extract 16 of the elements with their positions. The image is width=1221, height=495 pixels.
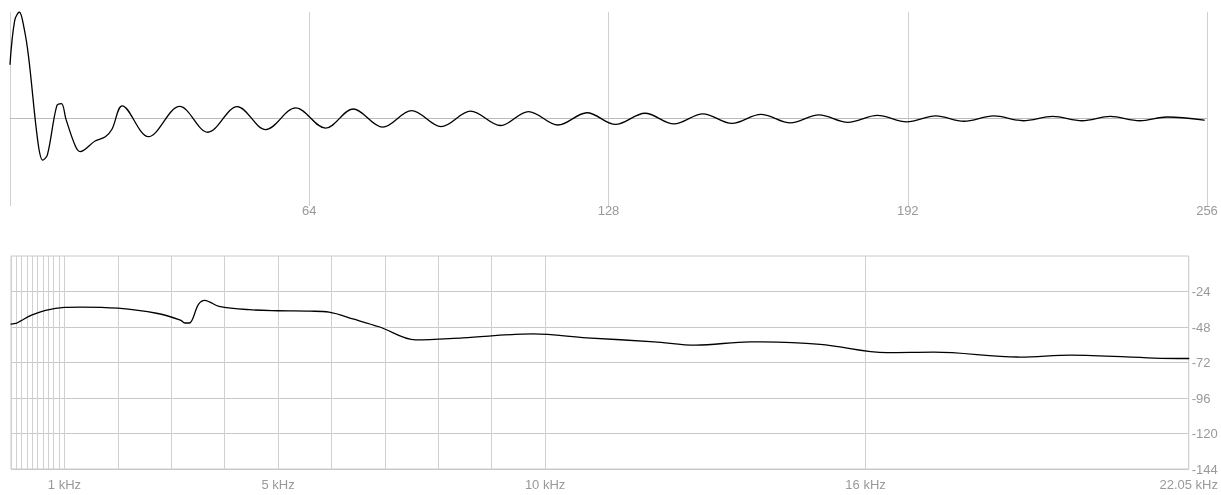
y-tick-label: -120 [1191, 426, 1218, 441]
y-tick-label: -96 [1191, 390, 1211, 406]
x-tick-label: 10 kHz [524, 477, 566, 492]
y-tick-label: -48 [1191, 319, 1211, 335]
line-series [10, 299, 1190, 360]
x-tick-label: 22.05 kHz [1159, 477, 1219, 492]
y-tick-label: -144 [1191, 461, 1218, 477]
x-tick-label: 16 kHz [845, 477, 886, 492]
x-tick-label: 64 [302, 203, 317, 218]
x-tick-label: 5 kHz [261, 477, 295, 492]
y-tick-label: -72 [1191, 355, 1211, 370]
x-tick-label: 192 [896, 203, 919, 218]
x-tick-label: 128 [597, 203, 620, 218]
x-tick-label: 256 [1196, 203, 1218, 218]
x-tick-label: 1 kHz [47, 477, 82, 492]
y-tick-label: -24 [1191, 284, 1211, 299]
